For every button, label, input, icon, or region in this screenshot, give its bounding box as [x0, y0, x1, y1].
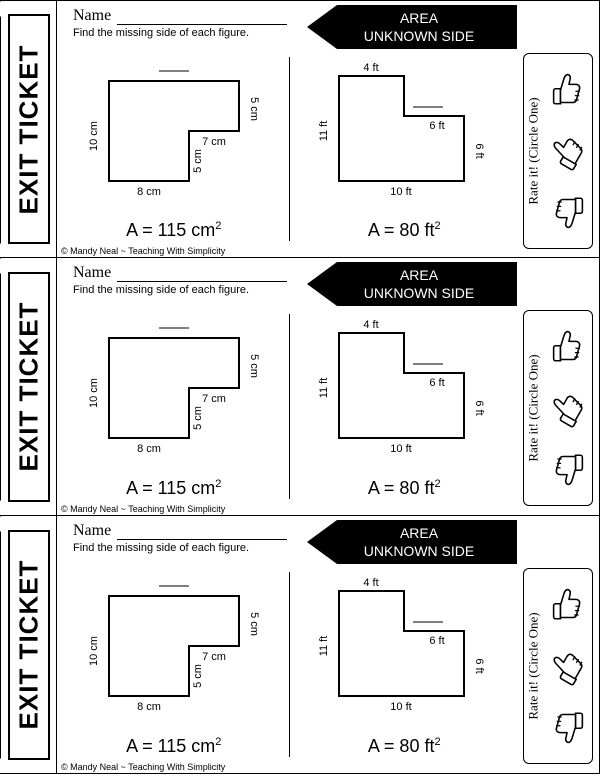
svg-text:10 ft: 10 ft — [391, 186, 412, 198]
figure-2-area: A = 80 ft2 — [368, 736, 441, 757]
instruction-text: Find the missing side of each figure. — [73, 27, 507, 39]
figure-divider — [289, 572, 290, 757]
svg-text:11 ft: 11 ft — [318, 636, 330, 657]
thumb-up-icon[interactable] — [548, 327, 588, 367]
copyright: © Mandy Neal ~ Teaching With Simplicity — [61, 246, 225, 256]
name-input-line[interactable] — [117, 526, 287, 540]
thumb-down-icon[interactable] — [548, 449, 588, 489]
stub-text: EXIT TICKET — [13, 560, 44, 730]
rate-label: Rate it! (Circle One) — [526, 97, 542, 204]
copyright: © Mandy Neal ~ Teaching With Simplicity — [61, 762, 225, 772]
svg-text:5 cm: 5 cm — [248, 97, 260, 121]
rate-label: Rate it! (Circle One) — [526, 612, 542, 719]
figure-1: 10 cm 8 cm 7 cm 5 cm 5 cm A = 115 cm2 — [71, 314, 277, 499]
name-input-line[interactable] — [117, 11, 287, 25]
stub-text: EXIT TICKET — [13, 44, 44, 214]
figure-2: 4 ft 6 ft 11 ft 6 ft 10 ft A = 80 ft2 — [302, 57, 508, 241]
thumb-side-icon[interactable] — [548, 131, 588, 171]
svg-text:6 ft: 6 ft — [473, 658, 485, 673]
rate-panel: Rate it! (Circle One) — [523, 53, 593, 249]
exit-ticket: EXIT TICKET AREA UNKNOWN SIDE Name Find … — [0, 0, 600, 258]
svg-text:5 cm: 5 cm — [248, 354, 260, 378]
figure-2-area: A = 80 ft2 — [368, 220, 441, 241]
figure-1: 10 cm 8 cm 7 cm 5 cm 5 cm A = 115 cm2 — [71, 572, 277, 757]
exit-ticket: EXIT TICKET AREA UNKNOWN SIDE Name Find … — [0, 258, 600, 516]
svg-text:10 ft: 10 ft — [391, 701, 412, 713]
rate-panel: Rate it! (Circle One) — [523, 310, 593, 506]
svg-text:5 cm: 5 cm — [192, 664, 204, 688]
svg-text:11 ft: 11 ft — [318, 378, 330, 399]
rate-panel: Rate it! (Circle One) — [523, 568, 593, 764]
figure-divider — [289, 314, 290, 499]
svg-text:7 cm: 7 cm — [202, 393, 226, 405]
copyright: © Mandy Neal ~ Teaching With Simplicity — [61, 504, 225, 514]
svg-text:4 ft: 4 ft — [364, 319, 379, 331]
thumb-up-icon[interactable] — [548, 585, 588, 625]
svg-text:10 cm: 10 cm — [88, 378, 100, 408]
svg-text:6 ft: 6 ft — [430, 377, 445, 389]
exit-ticket: EXIT TICKET AREA UNKNOWN SIDE Name Find … — [0, 516, 600, 774]
rate-label: Rate it! (Circle One) — [526, 354, 542, 461]
svg-text:7 cm: 7 cm — [202, 136, 226, 148]
figure-divider — [289, 57, 290, 241]
thumb-side-icon[interactable] — [548, 646, 588, 686]
name-label: Name — [73, 264, 111, 282]
ticket-stub: EXIT TICKET — [1, 258, 57, 515]
svg-text:11 ft: 11 ft — [318, 121, 330, 142]
thumb-down-icon[interactable] — [548, 707, 588, 747]
name-label: Name — [73, 522, 111, 540]
svg-text:7 cm: 7 cm — [202, 651, 226, 663]
svg-text:10 ft: 10 ft — [391, 443, 412, 455]
thumb-up-icon[interactable] — [548, 70, 588, 110]
svg-text:6 ft: 6 ft — [473, 143, 485, 158]
svg-text:10 cm: 10 cm — [88, 636, 100, 666]
figure-2: 4 ft 6 ft 11 ft 6 ft 10 ft A = 80 ft2 — [302, 314, 508, 499]
instruction-text: Find the missing side of each figure. — [73, 284, 507, 296]
svg-text:8 cm: 8 cm — [137, 186, 161, 198]
svg-text:4 ft: 4 ft — [364, 62, 379, 74]
figure-1-area: A = 115 cm2 — [126, 220, 221, 241]
svg-text:4 ft: 4 ft — [364, 577, 379, 589]
svg-text:6 ft: 6 ft — [473, 400, 485, 415]
stub-text: EXIT TICKET — [13, 302, 44, 472]
figure-2: 4 ft 6 ft 11 ft 6 ft 10 ft A = 80 ft2 — [302, 572, 508, 757]
svg-text:5 cm: 5 cm — [248, 612, 260, 636]
figure-1-area: A = 115 cm2 — [126, 478, 221, 499]
svg-text:8 cm: 8 cm — [137, 701, 161, 713]
ticket-stub: EXIT TICKET — [1, 516, 57, 773]
svg-text:5 cm: 5 cm — [192, 149, 204, 173]
figure-1-area: A = 115 cm2 — [126, 736, 221, 757]
ticket-stub: EXIT TICKET — [1, 1, 57, 257]
svg-text:8 cm: 8 cm — [137, 443, 161, 455]
thumb-down-icon[interactable] — [548, 192, 588, 232]
svg-text:5 cm: 5 cm — [192, 406, 204, 430]
thumb-side-icon[interactable] — [548, 388, 588, 428]
svg-text:6 ft: 6 ft — [430, 120, 445, 132]
figure-2-area: A = 80 ft2 — [368, 478, 441, 499]
figure-1: 10 cm 8 cm 7 cm 5 cm 5 cm A = 115 cm2 — [71, 57, 277, 241]
instruction-text: Find the missing side of each figure. — [73, 542, 507, 554]
name-label: Name — [73, 7, 111, 25]
svg-text:6 ft: 6 ft — [430, 635, 445, 647]
name-input-line[interactable] — [117, 268, 287, 282]
svg-text:10 cm: 10 cm — [88, 121, 100, 151]
